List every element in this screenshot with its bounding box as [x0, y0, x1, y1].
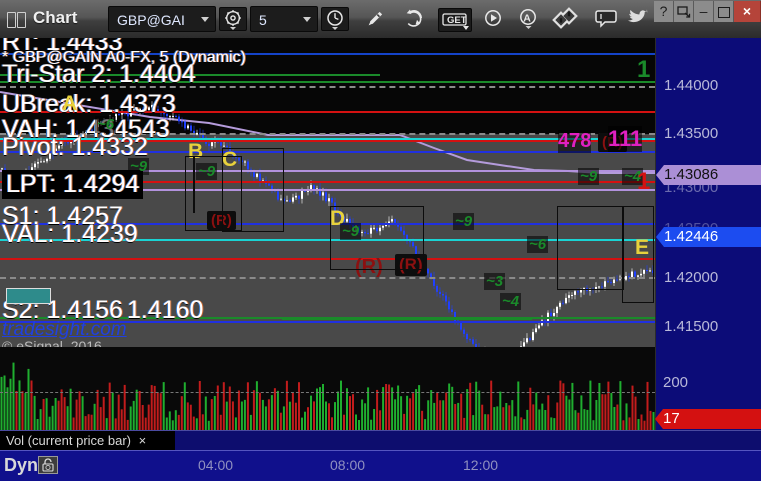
svg-text:GET: GET: [447, 15, 467, 26]
svg-text:A: A: [523, 12, 531, 24]
